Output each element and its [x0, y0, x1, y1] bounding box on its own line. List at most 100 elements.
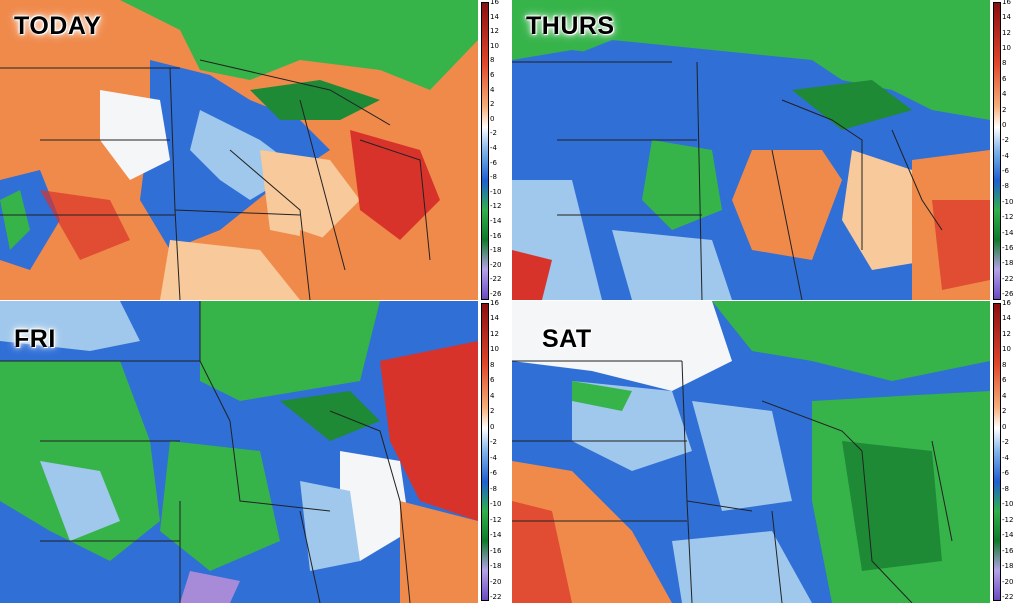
colorbar-tick-label: 10 — [1002, 345, 1011, 354]
colorbar-tick-label: -6 — [1002, 469, 1009, 478]
colorbar-tick-label: -2 — [1002, 438, 1009, 447]
temperature-anomaly-map-fri — [0, 301, 478, 603]
colorbar-swatches-thurs — [993, 2, 1001, 300]
colorbar-tick-label: -14 — [1002, 228, 1014, 237]
colorbar-tick-label: 0 — [1002, 120, 1007, 129]
panel-label-fri: FRI — [14, 325, 56, 353]
colorbar-tick-label: -12 — [1002, 213, 1014, 222]
colorbar-tick-label: -2 — [1002, 136, 1009, 145]
colorbar-tick-label: -8 — [490, 173, 497, 182]
colorbar-tick-label: -4 — [490, 144, 497, 152]
colorbar-tick-label: 10 — [490, 345, 499, 354]
colorbar-tick-label: -10 — [490, 500, 502, 509]
colorbar-tick-label: -4 — [1002, 453, 1009, 462]
temperature-anomaly-map-sat — [512, 301, 990, 603]
colorbar-tick-label: -12 — [490, 515, 502, 524]
colorbar-tick-label: 2 — [490, 100, 495, 109]
colorbar-tick-label: 14 — [1002, 13, 1011, 22]
colorbar-sat: 16 14 12 10 8 6 4 2 0 -2 -4 -6 -8 -10 -12 -14 -16 -18 -20 -… — [991, 299, 1024, 603]
colorbar-tick-label: -14 — [490, 217, 502, 225]
colorbar-today: 16 14 12 10 8 6 4 2 0 -2 -4 -6 -8 -10 -12 -14 -16 -18 -20 -… — [479, 0, 513, 300]
colorbar-tick-label: 14 — [490, 12, 499, 21]
colorbar-tick-label: 16 — [1002, 299, 1011, 307]
temperature-anomaly-map-today — [0, 0, 478, 300]
colorbar-tick-label: -6 — [490, 469, 497, 478]
colorbar-tick-label: 6 — [490, 376, 495, 385]
colorbar-tick-label: 2 — [1002, 105, 1007, 114]
colorbar-tick-label: 12 — [490, 27, 499, 36]
colorbar-tick-label: 10 — [1002, 44, 1011, 53]
colorbar-tick-label: -2 — [490, 129, 497, 138]
colorbar-tick-label: -18 — [490, 246, 502, 255]
colorbar-tick-label: -8 — [1002, 182, 1009, 191]
colorbar-tick-label: 14 — [1002, 314, 1011, 323]
colorbar-tick-label: -6 — [490, 158, 497, 167]
colorbar-tick-label: -20 — [490, 577, 502, 586]
colorbar-tick-label: -4 — [1002, 151, 1009, 160]
colorbar-swatches-sat — [993, 303, 1001, 601]
colorbar-tick-label: -16 — [1002, 243, 1014, 252]
colorbar-tick-label: -2 — [490, 438, 497, 447]
panel-today: TODAY — [0, 0, 478, 300]
colorbar-thurs: 16 14 12 10 8 6 4 2 0 -2 -4 -6 -8 -10 -12 -14 -16 -18 -22 -… — [991, 0, 1024, 300]
colorbar-tick-label: 2 — [1002, 407, 1007, 416]
colorbar-tick-label: -26 — [490, 290, 502, 298]
panel-thurs: THURS — [512, 0, 990, 300]
colorbar-tick-label: 12 — [490, 329, 499, 338]
colorbar-tick-label: -16 — [490, 231, 502, 240]
colorbar-tick-label: 12 — [1002, 28, 1011, 37]
colorbar-tick-label: 4 — [1002, 90, 1007, 99]
panel-fri: FRI — [0, 301, 478, 603]
colorbar-tick-label: -18 — [1002, 562, 1014, 571]
colorbar-tick-label: -14 — [1002, 531, 1014, 540]
colorbar-tick-label: 2 — [490, 407, 495, 416]
colorbar-swatches-today — [481, 2, 489, 300]
colorbar-fri: 16 14 12 10 8 6 4 2 0 -2 -4 -6 -8 -10 -12 -14 -16 -18 -20 -… — [479, 299, 513, 603]
colorbar-tick-label: -20 — [490, 260, 502, 269]
colorbar-tick-label: 8 — [1002, 360, 1007, 369]
colorbar-tick-label: -8 — [490, 484, 497, 493]
colorbar-tick-label: -22 — [1002, 593, 1014, 601]
panel-sat: SAT — [512, 301, 990, 603]
colorbar-tick-label: -10 — [490, 187, 502, 196]
colorbar-tick-label: -6 — [1002, 167, 1009, 176]
colorbar-tick-label: -12 — [490, 202, 502, 211]
colorbar-tick-label: 8 — [490, 56, 495, 65]
colorbar-tick-label: -8 — [1002, 484, 1009, 493]
colorbar-tick-label: -22 — [490, 275, 502, 284]
colorbar-tick-label: 0 — [490, 422, 495, 431]
panel-label-thurs: THURS — [526, 12, 615, 40]
colorbar-tick-label: 10 — [490, 41, 499, 50]
colorbar-tick-label: 16 — [490, 0, 499, 6]
colorbar-tick-label: 14 — [490, 314, 499, 323]
colorbar-tick-label: -12 — [1002, 515, 1014, 524]
colorbar-tick-label: 16 — [490, 299, 499, 307]
colorbar-tick-label: -22 — [1002, 274, 1014, 283]
colorbar-tick-label: 6 — [490, 71, 495, 79]
colorbar-tick-label: 16 — [1002, 0, 1011, 6]
colorbar-tick-label: -16 — [1002, 546, 1014, 555]
colorbar-tick-label: 0 — [490, 114, 495, 123]
colorbar-tick-label: -20 — [1002, 577, 1014, 586]
colorbar-tick-label: 8 — [1002, 59, 1007, 68]
colorbar-tick-label: -22 — [490, 593, 502, 601]
colorbar-tick-label: -16 — [490, 546, 502, 555]
colorbar-tick-label: -18 — [1002, 259, 1014, 268]
colorbar-tick-label: 4 — [1002, 391, 1007, 400]
colorbar-tick-label: 0 — [1002, 422, 1007, 431]
colorbar-tick-label: 4 — [490, 391, 495, 400]
colorbar-tick-label: -4 — [490, 453, 497, 462]
colorbar-tick-label: 6 — [1002, 376, 1007, 385]
colorbar-tick-label: -26 — [1002, 290, 1014, 298]
panel-label-today: TODAY — [14, 12, 102, 40]
colorbar-tick-label: 12 — [1002, 329, 1011, 338]
colorbar-tick-label: 4 — [490, 85, 495, 94]
panel-label-sat: SAT — [542, 325, 592, 353]
temperature-anomaly-map-thurs — [512, 0, 990, 300]
colorbar-swatches-fri — [481, 303, 489, 601]
colorbar-tick-label: 8 — [490, 360, 495, 369]
colorbar-tick-label: -10 — [1002, 197, 1014, 206]
colorbar-tick-label: -10 — [1002, 500, 1014, 509]
colorbar-tick-label: -14 — [490, 531, 502, 540]
